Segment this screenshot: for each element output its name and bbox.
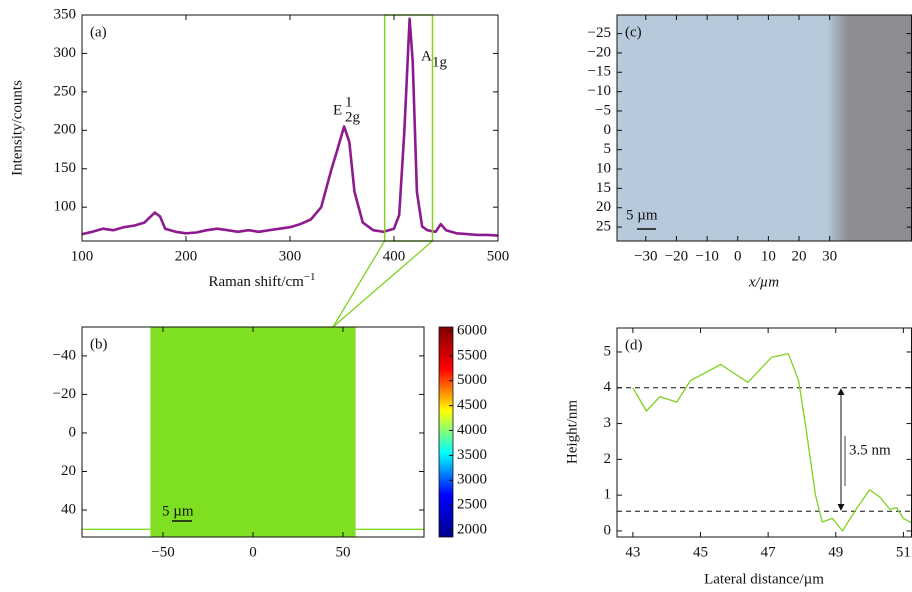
step-label: 3.5 nm [849, 442, 891, 458]
x-tick-label: 10 [761, 248, 776, 264]
y-tick-label: 4 [604, 379, 612, 395]
map-region [150, 327, 356, 537]
scale-bar-label: 5 µm [626, 207, 658, 223]
y-tick-label: 3 [604, 415, 612, 431]
x-tick-label: 500 [487, 248, 510, 264]
y-tick-label: 40 [61, 501, 76, 517]
x-axis-label: Lateral distance/µm [704, 571, 824, 587]
colorbar-tick-label: 3000 [457, 472, 487, 488]
panel-label: (c) [625, 24, 642, 40]
panel-label: (a) [90, 24, 107, 40]
x-tick-label: 400 [383, 248, 406, 264]
peak-label-sub: 1g [432, 54, 448, 70]
x-tick-label: 100 [71, 248, 94, 264]
y-tick-label: −20 [588, 44, 611, 60]
y-tick-label: −10 [588, 83, 611, 99]
x-axis-label: x/µm [748, 274, 779, 290]
y-tick-label: 5 [604, 141, 612, 157]
x-axis-label-text: Raman shift/cm [208, 274, 304, 290]
x-tick-label: 49 [828, 544, 843, 560]
y-tick-label: 0 [604, 522, 612, 538]
y-tick-label: −25 [588, 25, 611, 41]
colorbar-tick-label: 6000 [457, 322, 487, 338]
x-tick-label: 300 [279, 248, 302, 264]
y-tick-label: 20 [61, 463, 76, 479]
y-axis-label: Intensity/counts [9, 80, 25, 176]
x-axis-label: Raman shift/cm−1 [208, 271, 315, 291]
y-tick-label: 10 [596, 160, 611, 176]
connector [332, 240, 433, 328]
y-tick-label: −15 [588, 64, 611, 80]
y-tick-label: 2 [604, 451, 612, 467]
colorbar-tick-label: 2500 [457, 497, 487, 513]
y-tick-label: 15 [596, 180, 611, 196]
y-tick-label: −5 [595, 102, 611, 118]
peak-label: E [333, 102, 342, 118]
plot-frame [616, 327, 912, 538]
y-tick-label: 0 [69, 424, 77, 440]
optical-image [617, 15, 912, 241]
x-tick-label: 30 [822, 248, 837, 264]
colorbar-tick-label: 2000 [457, 521, 487, 537]
colorbar-tick-label: 5000 [457, 372, 487, 388]
y-tick-label: 250 [54, 83, 77, 99]
panel-label: (b) [90, 336, 108, 352]
x-tick-label: −50 [151, 544, 174, 560]
peak-label-sup: 1 [345, 94, 353, 110]
x-tick-label: 0 [249, 544, 257, 560]
y-tick-label: 150 [54, 160, 77, 176]
y-tick-label: 20 [596, 199, 611, 215]
x-tick-label: −30 [634, 248, 657, 264]
x-tick-label: 47 [761, 544, 777, 560]
x-axis-label-sup: −1 [304, 271, 316, 283]
y-tick-label: 25 [596, 219, 611, 235]
y-tick-label: 100 [54, 199, 77, 215]
colorbar-tick-label: 4500 [457, 397, 487, 413]
panel-label: (d) [625, 337, 643, 353]
data-line [632, 353, 912, 532]
y-axis-label: Height/nm [564, 400, 580, 464]
colorbar-tick-label: 3500 [457, 447, 487, 463]
y-tick-label: 350 [54, 6, 77, 22]
x-tick-label: 50 [336, 544, 351, 560]
colorbar-tick-label: 4000 [457, 422, 487, 438]
x-tick-label: −20 [665, 248, 688, 264]
y-tick-label: 200 [54, 122, 77, 138]
y-tick-label: −20 [53, 386, 76, 402]
y-tick-label: 1 [604, 487, 612, 503]
connector [332, 240, 386, 328]
y-tick-label: 0 [604, 122, 612, 138]
x-tick-label: 0 [734, 248, 742, 264]
y-tick-label: 300 [54, 45, 77, 61]
x-tick-label: 200 [175, 248, 198, 264]
x-tick-label: 20 [792, 248, 807, 264]
y-tick-label: −40 [53, 347, 76, 363]
peak-label: A [421, 48, 432, 64]
colorbar [438, 326, 454, 538]
scale-bar-label: 5 µm [162, 503, 194, 519]
data-line [81, 17, 499, 237]
x-tick-label: 51 [896, 544, 911, 560]
peak-label-sub: 2g [345, 109, 361, 125]
x-tick-label: −10 [695, 248, 718, 264]
x-tick-label: 43 [625, 544, 640, 560]
y-tick-label: 5 [604, 343, 612, 359]
x-tick-label: 45 [693, 544, 708, 560]
colorbar-tick-label: 5500 [457, 347, 487, 363]
plot-frame [81, 14, 499, 242]
